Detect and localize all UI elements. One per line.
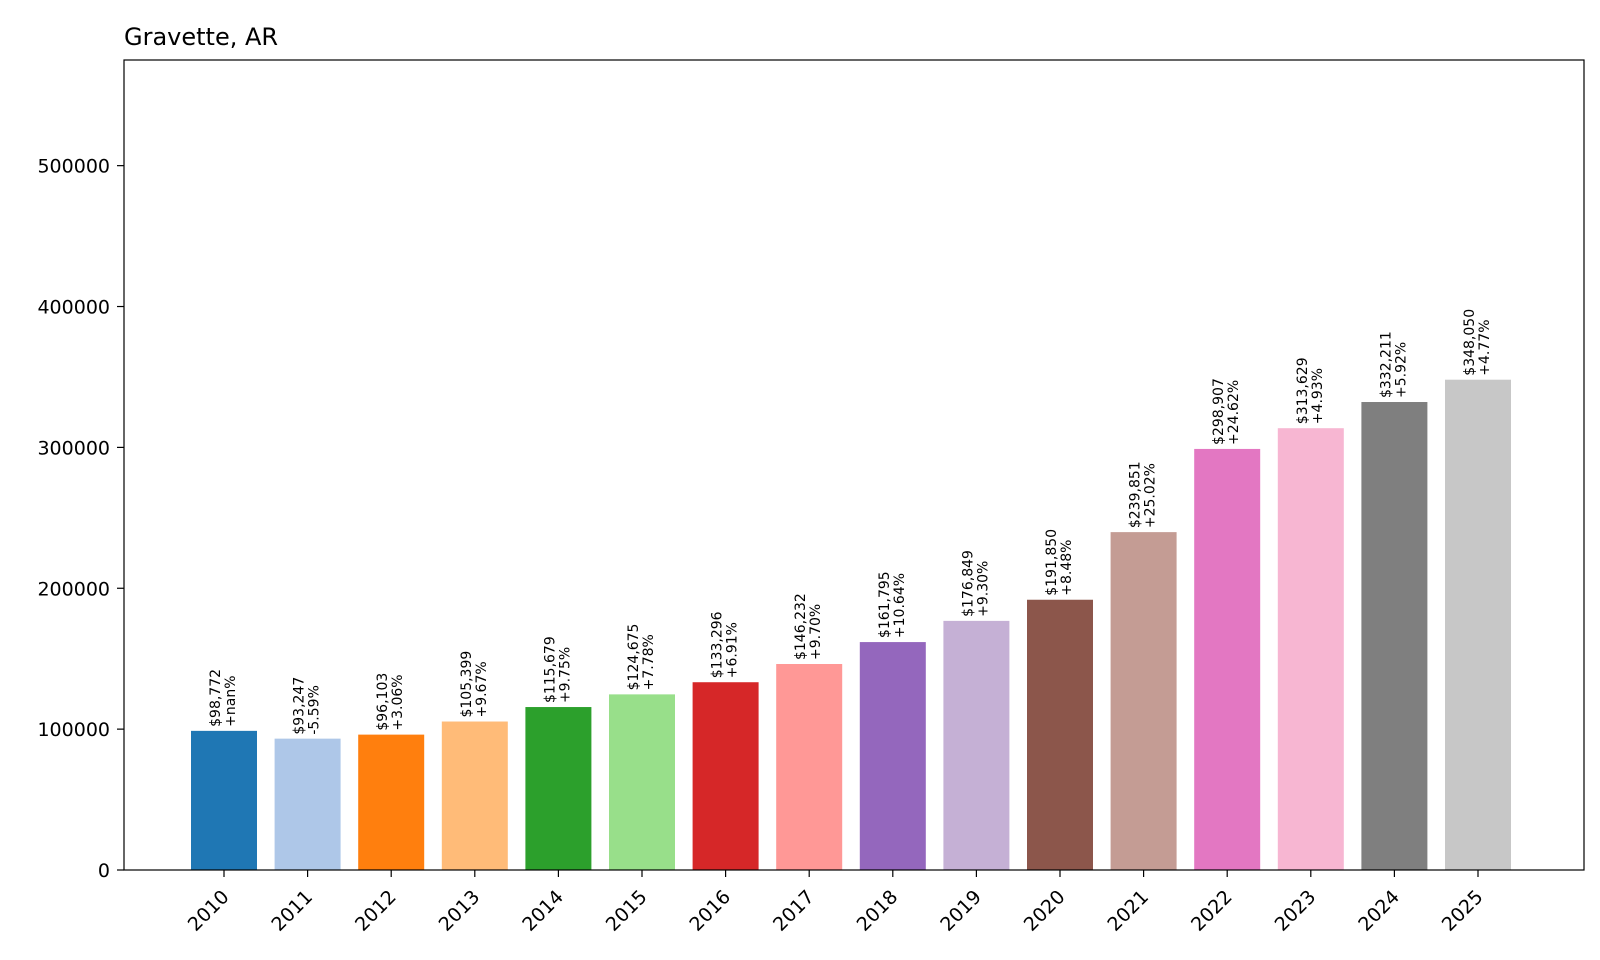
y-tick-label: 300000: [37, 437, 110, 459]
bar-2020: [1027, 599, 1093, 870]
x-tick-label: 2023: [1271, 886, 1321, 936]
bar-value-label: $176,849: [960, 550, 976, 617]
bar-value-label: $161,795: [877, 571, 893, 638]
x-tick-label: 2019: [936, 886, 986, 936]
bar-change-label: +9.75%: [557, 647, 573, 703]
bar-change-label: -5.59%: [307, 685, 323, 735]
chart-title: Gravette, AR: [124, 23, 278, 51]
bar-2018: [859, 642, 926, 870]
bar-change-label: +3.06%: [390, 674, 406, 730]
bar-change-label: +4.93%: [1310, 368, 1326, 424]
bar-2022: [1194, 448, 1261, 870]
x-tick-label: 2013: [435, 886, 485, 936]
plot-frame: [123, 59, 1585, 871]
bar-value-label: $133,296: [710, 611, 726, 678]
y-tick-label: 400000: [37, 297, 110, 319]
x-tick-label: 2020: [1020, 886, 1070, 936]
bar-value-label: $93,247: [292, 677, 308, 735]
bar-change-label: +8.48%: [1059, 540, 1075, 596]
bar-change-label: +10.64%: [892, 573, 908, 638]
bar-value-label: $96,103: [375, 673, 391, 731]
x-tick-label: 2025: [1438, 886, 1488, 936]
bar-change-label: +7.78%: [641, 634, 657, 690]
x-tick-label: 2018: [853, 886, 903, 936]
bar-change-label: +9.67%: [474, 661, 490, 717]
x-tick-label: 2021: [1103, 886, 1153, 936]
bar-value-label: $124,675: [626, 624, 642, 691]
x-tick-label: 2014: [518, 886, 568, 936]
plot-area: 0 100000 200000 300000 400000 500000 2010 $98,7…: [37, 156, 1511, 936]
x-tick-label: 2015: [602, 886, 652, 936]
bar-value-label: $298,907: [1211, 378, 1227, 445]
bar-change-label: +24.62%: [1226, 380, 1242, 445]
bar-value-label: $115,679: [542, 636, 558, 703]
bar-change-label: +4.77%: [1477, 319, 1493, 375]
bar-value-label: $332,211: [1378, 331, 1394, 398]
x-tick-label: 2022: [1187, 886, 1237, 936]
x-tick-label: 2024: [1354, 886, 1404, 936]
bar-value-label: $105,399: [459, 651, 475, 718]
bar-2010: [191, 730, 257, 870]
bar-2025: [1445, 379, 1511, 870]
bar-2017: [776, 664, 843, 870]
bar-value-label: $98,772: [208, 669, 224, 727]
y-tick-label: 100000: [37, 719, 110, 741]
bar-change-label: +5.92%: [1393, 342, 1409, 398]
bar-change-label: +9.70%: [808, 604, 824, 660]
bar-value-label: $348,050: [1462, 309, 1478, 376]
bar-2011: [274, 738, 341, 870]
bar-change-label: +9.30%: [975, 561, 991, 617]
bar-2012: [358, 734, 425, 870]
bar-2014: [525, 707, 592, 870]
bar-2013: [441, 721, 508, 870]
bar-2021: [1110, 532, 1177, 870]
bar-value-label: $146,232: [793, 593, 809, 660]
bar-2016: [692, 682, 759, 870]
y-tick-label: 200000: [37, 578, 110, 600]
x-tick-label: 2016: [685, 886, 735, 936]
bar-2019: [943, 620, 1010, 870]
bar-value-label: $239,851: [1128, 461, 1144, 528]
bar-value-label: $191,850: [1044, 529, 1060, 596]
bar-value-label: $313,629: [1295, 357, 1311, 424]
x-tick-label: 2011: [267, 886, 317, 936]
x-tick-label: 2012: [351, 886, 401, 936]
bar-2023: [1277, 428, 1344, 870]
bar-change-label: +25.02%: [1143, 463, 1159, 528]
x-tick-label: 2017: [769, 886, 819, 936]
y-tick-label: 0: [98, 860, 110, 882]
bar-2024: [1361, 402, 1428, 870]
bar-change-label: +nan%: [223, 676, 239, 727]
bar-2015: [609, 694, 675, 870]
x-tick-label: 2010: [184, 886, 234, 936]
bar-change-label: +6.91%: [725, 622, 741, 678]
y-tick-label: 500000: [37, 156, 110, 178]
